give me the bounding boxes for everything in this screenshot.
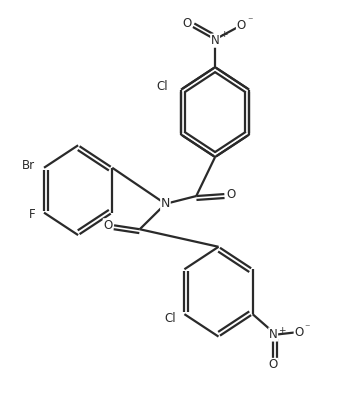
Text: O: O: [226, 188, 235, 201]
Text: +: +: [220, 30, 227, 39]
Text: N: N: [269, 328, 278, 341]
Text: N: N: [161, 197, 170, 210]
Text: F: F: [29, 208, 35, 221]
Text: O: O: [269, 358, 278, 371]
Text: O: O: [237, 19, 246, 32]
Text: O: O: [294, 326, 303, 339]
Text: ⁻: ⁻: [304, 324, 310, 333]
Text: Br: Br: [22, 159, 35, 172]
Text: O: O: [182, 17, 192, 30]
Text: O: O: [103, 219, 112, 232]
Text: +: +: [278, 326, 285, 335]
Text: ⁻: ⁻: [248, 16, 253, 26]
Text: Cl: Cl: [164, 312, 176, 326]
Text: Cl: Cl: [156, 80, 168, 93]
Text: N: N: [211, 34, 220, 47]
